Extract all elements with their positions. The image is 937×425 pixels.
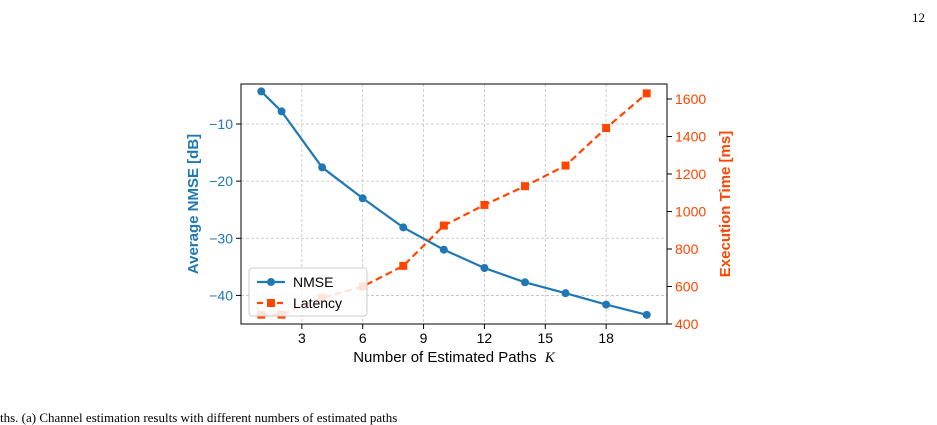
x-axis: 3 6 9 12 15 18: [298, 324, 614, 346]
legend-nmse-marker: [267, 278, 275, 286]
legend: NMSE Latency: [248, 267, 368, 317]
series-nmse-point: [561, 289, 570, 298]
y-axis-left: −10 −20 −30 −40: [209, 116, 241, 303]
x-tick-label: 9: [420, 330, 428, 346]
y-right-tick-label: 1600: [675, 91, 706, 107]
y-left-tick-label: −30: [209, 230, 233, 246]
plot-frame: [240, 83, 668, 325]
y-right-tick-label: 1200: [675, 166, 706, 182]
x-axis-title-variable: K: [544, 350, 556, 366]
x-tick-label: 12: [477, 330, 493, 346]
y-right-tick-label: 400: [675, 316, 699, 332]
legend-nmse-label: NMSE: [293, 274, 333, 290]
x-tick-label: 15: [537, 330, 553, 346]
y-axis-left-title: Average NMSE [dB]: [185, 134, 202, 274]
series-nmse-point: [277, 107, 286, 116]
series-nmse-point: [602, 300, 611, 309]
series-nmse-point: [521, 278, 529, 287]
y-right-tick-label: 800: [675, 241, 699, 257]
y-left-tick-label: −40: [209, 287, 233, 303]
series-nmse-point: [257, 87, 266, 96]
y-axis-right: 400 600 800 1000 1200 1400 1600: [667, 91, 706, 332]
x-axis-title: Number of Estimated Paths K: [353, 349, 556, 366]
figure-caption-fragment: ths. (a) Channel estimation results with…: [0, 410, 398, 425]
y-axis-right-title: Execution Time [ms]: [717, 131, 734, 277]
page-number: 12: [912, 10, 925, 25]
series-nmse-point: [642, 310, 651, 319]
series-latency-point: [642, 89, 651, 98]
x-axis-title-text: Number of Estimated Paths: [353, 349, 536, 366]
series-latency-point: [561, 161, 570, 170]
y-left-tick-label: −10: [209, 116, 233, 132]
series-latency-point: [399, 261, 408, 270]
series-nmse-point: [399, 223, 408, 232]
y-right-tick-label: 1000: [675, 204, 706, 220]
series-nmse-point: [358, 194, 367, 203]
series-latency-point: [480, 200, 489, 209]
series-nmse-point: [318, 163, 327, 172]
y-left-tick-label: −20: [209, 173, 233, 189]
x-tick-label: 18: [598, 330, 614, 346]
series-latency-point: [439, 221, 448, 230]
x-tick-label: 6: [359, 330, 367, 346]
y-right-tick-label: 1400: [675, 129, 706, 145]
series-latency-point: [602, 124, 611, 133]
legend-latency-label: Latency: [293, 295, 342, 311]
series-latency-point: [521, 182, 529, 191]
series-nmse-point: [480, 264, 489, 272]
series-nmse-point: [439, 245, 448, 254]
x-tick-label: 3: [298, 330, 306, 346]
legend-latency-marker: [267, 299, 275, 307]
y-right-tick-label: 600: [675, 279, 699, 295]
